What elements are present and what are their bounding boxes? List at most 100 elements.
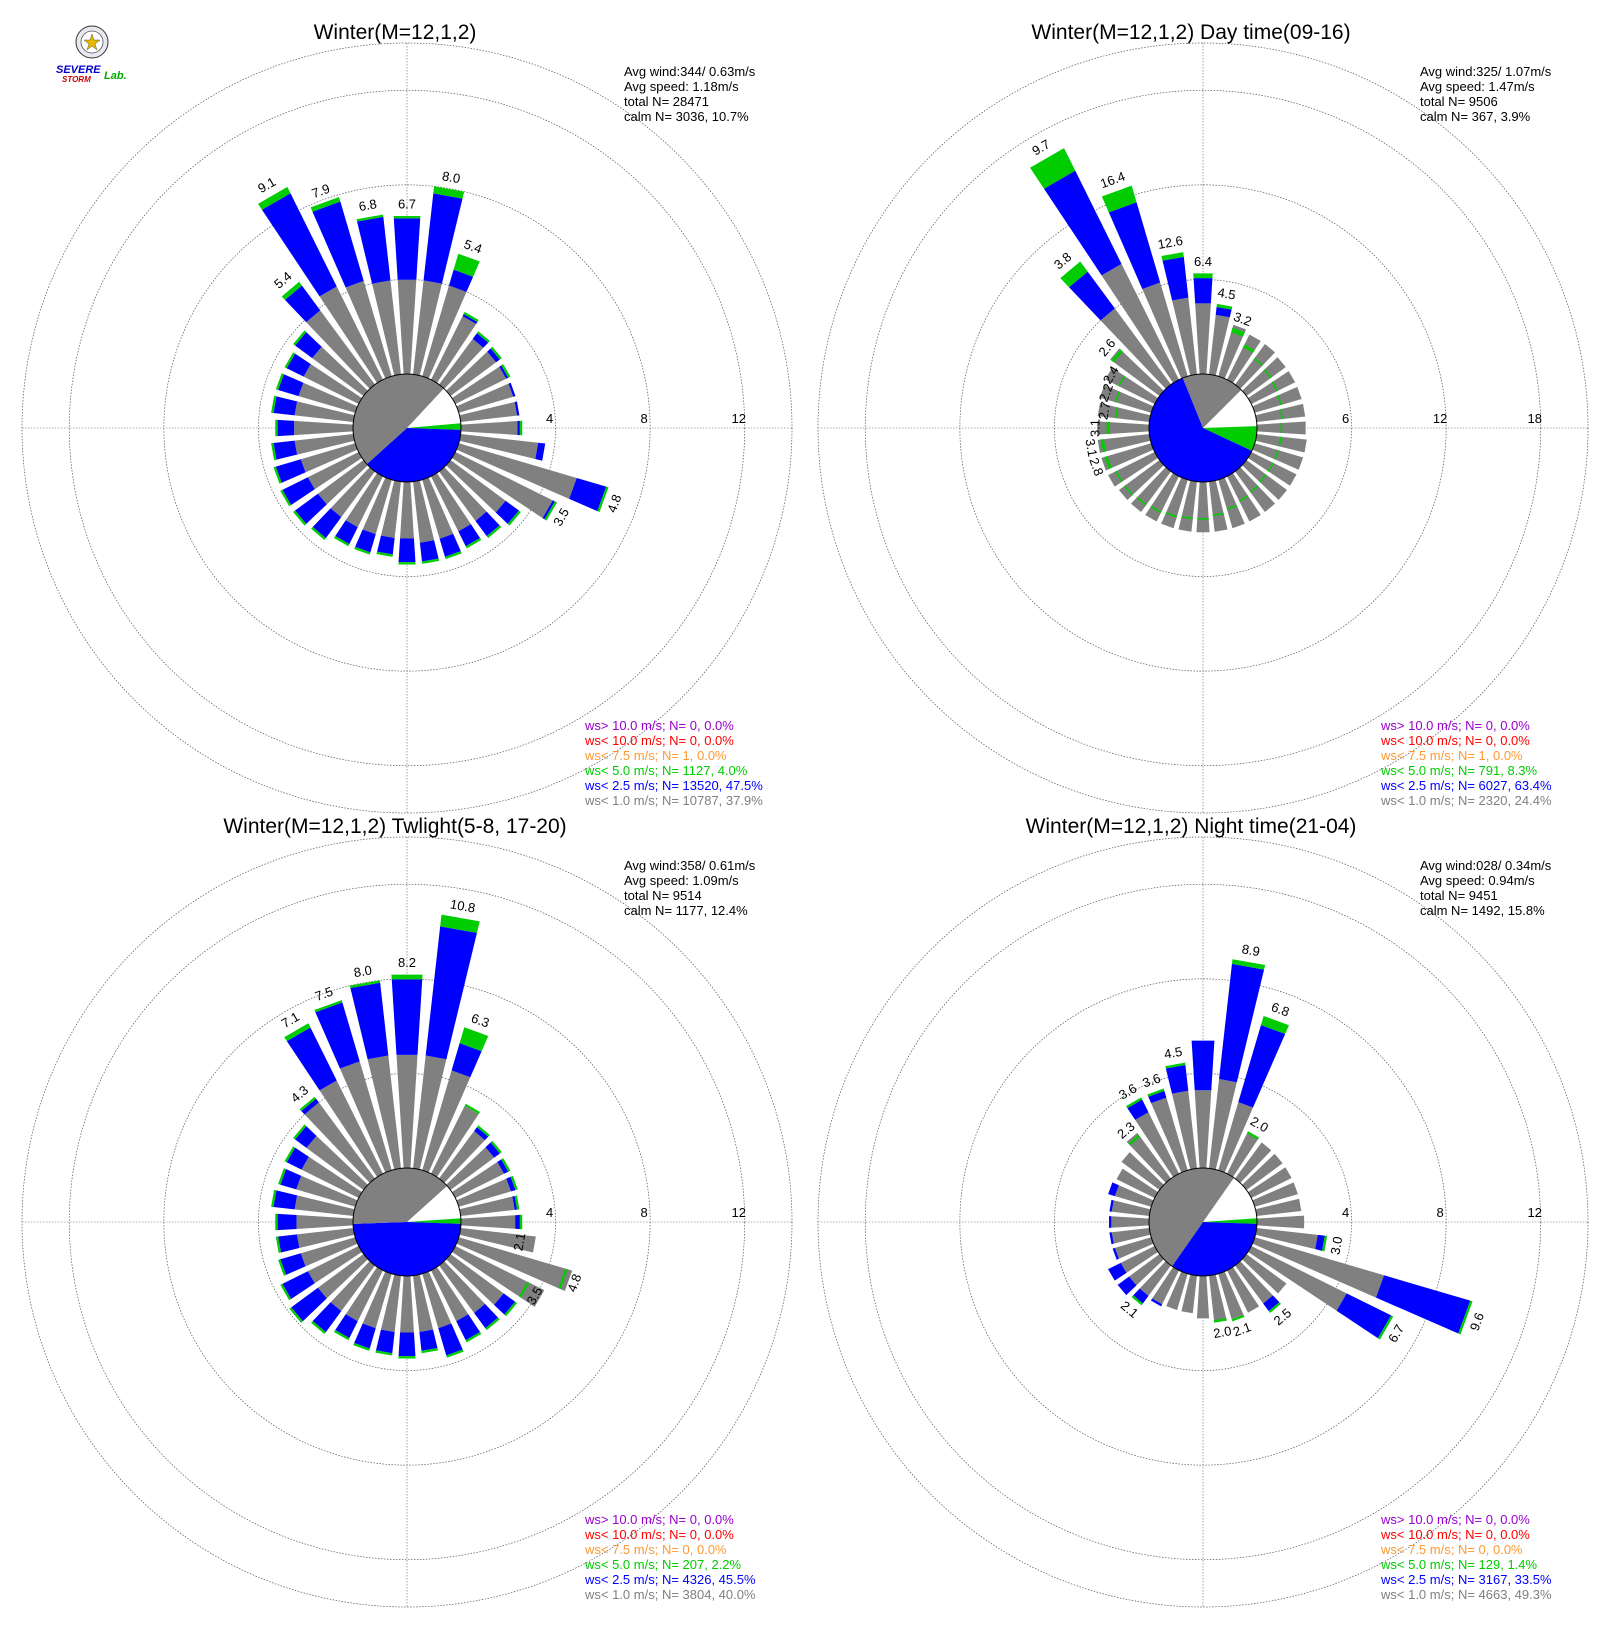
bar-segment-lt1 bbox=[1126, 1132, 1171, 1183]
bar-value-label: 2.2 bbox=[1096, 382, 1116, 404]
bar-segment-lt5 bbox=[1458, 1300, 1473, 1335]
stat-line: calm N= 367, 3.9% bbox=[1420, 109, 1531, 124]
bar-segment-lt5 bbox=[1263, 369, 1272, 379]
bar-value-label: 2.1 bbox=[1231, 1319, 1253, 1339]
bar-segment-lt5 bbox=[1274, 449, 1279, 460]
legend-entry: ws< 2.5 m/s; N= 6027, 63.4% bbox=[1380, 778, 1552, 793]
bar-segment-lt1 bbox=[1097, 421, 1150, 435]
bar-segment-lt5 bbox=[421, 558, 440, 564]
bar-segment-lt5 bbox=[293, 510, 307, 526]
bar-segment-lt1 bbox=[1101, 263, 1179, 384]
bar-segment-lt5 bbox=[311, 527, 326, 540]
bar-segment-lt2_5 bbox=[1127, 1099, 1149, 1120]
bar-segment-lt5 bbox=[514, 1195, 520, 1210]
bar-segment-lt5 bbox=[1231, 327, 1245, 337]
bar-segment-lt1 bbox=[1195, 303, 1211, 375]
bar-segment-lt1 bbox=[400, 1275, 414, 1333]
bar-segment-lt5 bbox=[1136, 496, 1147, 506]
bar-segment-lt5 bbox=[1377, 1315, 1394, 1340]
bar-segment-lt2_5 bbox=[475, 511, 500, 537]
bar-segment-lt5 bbox=[1131, 1295, 1143, 1306]
bar-segment-lt2_5 bbox=[375, 1329, 395, 1354]
bar-segment-lt5 bbox=[485, 1317, 500, 1331]
bar-segment-lt2_5 bbox=[286, 353, 311, 377]
bar-segment-lt5 bbox=[1277, 395, 1283, 406]
bar-segment-lt5 bbox=[275, 1236, 281, 1254]
bar-segment-lt2_5 bbox=[1148, 1090, 1167, 1104]
bar-segment-lt2_5 bbox=[1069, 271, 1115, 321]
bar-segment-lt1 bbox=[413, 280, 442, 376]
bar-segment-lt1 bbox=[307, 452, 363, 490]
bar-segment-lt5 bbox=[311, 1321, 326, 1334]
bar-segment-lt5 bbox=[333, 1329, 350, 1341]
hub-sector bbox=[407, 1218, 461, 1224]
bar-segment-lt1 bbox=[1209, 1274, 1227, 1323]
bar-segment-lt2_5 bbox=[1191, 1040, 1215, 1091]
bar-segment-lt5 bbox=[459, 1027, 489, 1052]
ring-label: 4 bbox=[1342, 1205, 1349, 1220]
bar-segment-lt1 bbox=[306, 310, 375, 389]
hub-sector bbox=[1203, 1218, 1257, 1224]
bar-segment-lt1 bbox=[431, 472, 471, 532]
range-ring bbox=[68, 883, 746, 1561]
hub-sector bbox=[1203, 1177, 1257, 1222]
bar-segment-lt1 bbox=[1247, 1246, 1347, 1311]
bar-value-label: 8.0 bbox=[353, 962, 373, 980]
severe-storm-lab-logo: SEVERE STORM Lab. bbox=[52, 24, 142, 84]
bar-segment-lt2_5 bbox=[1263, 1295, 1280, 1312]
bar-segment-lt1 bbox=[1110, 348, 1164, 396]
bar-segment-lt2_5 bbox=[295, 1126, 317, 1148]
legend-entry: ws< 7.5 m/s; N= 0, 0.0% bbox=[1380, 1542, 1523, 1557]
bar-value-label: 3.6 bbox=[1140, 1070, 1162, 1090]
bar-segment-lt2_5 bbox=[286, 1027, 337, 1091]
logo-seal-icon bbox=[75, 25, 109, 59]
bar-segment-lt5 bbox=[597, 486, 609, 513]
bar-segment-lt2_5 bbox=[508, 382, 516, 397]
bar-segment-lt1 bbox=[431, 1105, 479, 1178]
hub-sector bbox=[407, 388, 461, 428]
bar-value-label: 8.0 bbox=[441, 168, 461, 186]
bar-value-label: 7.5 bbox=[313, 984, 335, 1004]
bar-segment-lt5 bbox=[278, 1259, 287, 1276]
bar-segment-lt5 bbox=[1259, 474, 1267, 483]
bar-segment-lt1 bbox=[306, 1135, 368, 1190]
ring-label: 8 bbox=[1437, 1205, 1444, 1220]
bar-segment-lt5 bbox=[284, 352, 296, 369]
bar-segment-lt1 bbox=[459, 1228, 536, 1253]
bar-segment-lt1 bbox=[446, 460, 506, 513]
bar-segment-lt5 bbox=[1147, 1088, 1165, 1097]
bar-segment-lt1 bbox=[446, 1147, 495, 1190]
bar-segment-lt5 bbox=[1214, 1318, 1227, 1323]
bar-segment-lt1 bbox=[396, 1054, 418, 1169]
bar-segment-lt2_5 bbox=[1109, 1232, 1114, 1245]
bar-segment-lt2_5 bbox=[1117, 1276, 1137, 1296]
bar-segment-lt2_5 bbox=[312, 508, 342, 539]
bar-segment-lt1 bbox=[1145, 472, 1179, 522]
legend-entry: ws< 1.0 m/s; N= 4663, 49.3% bbox=[1380, 1587, 1552, 1602]
bar-segment-lt5 bbox=[258, 186, 291, 210]
bar-segment-lt5 bbox=[501, 364, 511, 378]
bar-segment-lt1 bbox=[1120, 1246, 1159, 1273]
bar-segment-lt2_5 bbox=[1162, 256, 1189, 301]
bar-segment-lt1 bbox=[1099, 384, 1154, 413]
bar-segment-lt1 bbox=[1218, 477, 1245, 529]
bar-segment-lt2_5 bbox=[1108, 1182, 1119, 1197]
bar-segment-lt2_5 bbox=[393, 218, 421, 280]
hub-sector bbox=[353, 1222, 461, 1276]
bar-segment-lt1 bbox=[1252, 1182, 1298, 1207]
bar-segment-lt2_5 bbox=[542, 500, 555, 520]
bar-segment-lt1 bbox=[1135, 1112, 1179, 1178]
bar-segment-lt2_5 bbox=[1108, 1262, 1127, 1281]
bar-segment-lt1 bbox=[1171, 1090, 1197, 1170]
bar-value-label: 9.1 bbox=[255, 174, 278, 196]
bar-segment-lt5 bbox=[507, 510, 521, 526]
bar-segment-lt2_5 bbox=[515, 1214, 520, 1230]
bar-segment-lt1 bbox=[1255, 403, 1306, 422]
bar-segment-lt5 bbox=[1231, 1314, 1245, 1322]
bar-value-label: 3.5 bbox=[550, 505, 572, 528]
hub-sector bbox=[1172, 1222, 1257, 1277]
ring-label: 8 bbox=[641, 1205, 648, 1220]
bar-segment-lt1 bbox=[431, 1266, 469, 1322]
bar-segment-lt5 bbox=[1322, 1235, 1328, 1252]
